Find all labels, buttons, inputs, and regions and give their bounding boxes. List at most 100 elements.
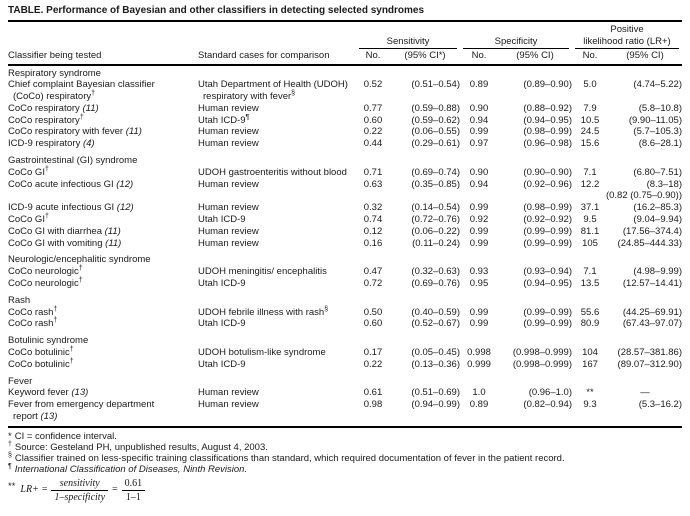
formula-expression: LR+ = sensitivity 1–specificity = 0.61 1… bbox=[20, 478, 146, 503]
specificity-no-cell: 0.90 bbox=[469, 102, 489, 114]
specificity-ci-cell: (0.99–0.99) bbox=[523, 225, 572, 237]
specificity-ci-cell: (0.998–0.999) bbox=[512, 358, 572, 370]
classifier-cell: CoCo GI† bbox=[8, 165, 49, 178]
specificity-ci-cell: (0.92–0.92) bbox=[523, 214, 572, 226]
standard-cell: Human review bbox=[198, 178, 259, 190]
specificity-no-cell: 0.99 bbox=[469, 225, 489, 237]
footnote-marker: ¶ bbox=[8, 463, 12, 471]
sensitivity-ci-cell: (0.52–0.67) bbox=[411, 318, 460, 330]
specificity-no-cell: 0.99 bbox=[469, 202, 489, 214]
sensitivity-no-cell: 0.22 bbox=[363, 126, 383, 138]
sensitivity-ci-cell: (0.59–0.88) bbox=[411, 102, 460, 114]
classifier-cell: CoCo botulinic† bbox=[8, 357, 74, 370]
classifier-cell: Chief complaint Bayesian classifier (CoCo… bbox=[8, 79, 155, 103]
lr-ci-cell: (9.04–9.94) bbox=[633, 214, 682, 226]
lr-ci-cell: (16.2–85.3) bbox=[633, 202, 682, 214]
lr-ci-cell: (28.57–381.86) bbox=[617, 347, 682, 359]
specificity-ci-cell: (0.99–0.99) bbox=[523, 318, 572, 330]
sensitivity-no-cell: 0.16 bbox=[363, 237, 383, 249]
table-row: CoCo GI† UDOH gastroenteritis without blo… bbox=[8, 165, 682, 179]
sensitivity-no-cell: 0.60 bbox=[363, 114, 383, 126]
table-section: Botulinic syndrome CoCo botulinic† UDOH bo… bbox=[8, 335, 682, 370]
sensitivity-no-cell: 0.72 bbox=[363, 278, 383, 290]
sensitivity-ci-cell: (0.40–0.59) bbox=[411, 306, 460, 318]
classifier-cell: CoCo neurologic† bbox=[8, 265, 83, 278]
lr-no-cell: 80.9 bbox=[580, 318, 600, 330]
lr-extra-cell: (0.82 (0.75–0.90)) bbox=[605, 190, 682, 202]
footnotes-rule bbox=[8, 425, 682, 428]
lr-no-header: No. bbox=[582, 49, 598, 61]
classifier-cell: CoCo respiratory with fever (11) bbox=[8, 126, 142, 138]
sensitivity-ci-cell: (0.69–0.74) bbox=[411, 166, 460, 178]
lr-ci-cell: (5.7–105.3) bbox=[633, 126, 682, 138]
sensitivity-ci-cell: (0.51–0.54) bbox=[411, 79, 460, 91]
lr-no-cell: 105 bbox=[582, 237, 598, 249]
table-body: Respiratory syndrome Chief complaint Baye… bbox=[8, 66, 682, 426]
section-header: Fever bbox=[8, 375, 33, 387]
lr-ci-cell: (4.74–5.22) bbox=[633, 79, 682, 91]
standard-cell: Utah ICD-9 bbox=[198, 318, 246, 330]
specificity-ci-header: (95% CI) bbox=[516, 49, 554, 61]
lr-formula: ** LR+ = sensitivity 1–specificity = 0.6… bbox=[8, 478, 682, 503]
specificity-no-cell: 0.99 bbox=[469, 126, 489, 138]
specificity-ci-cell: (0.94–0.95) bbox=[523, 114, 572, 126]
classifier-cell: CoCo acute infectious GI (12) bbox=[8, 178, 134, 190]
specificity-ci-cell: (0.92–0.96) bbox=[523, 178, 572, 190]
standard-cell: Utah Department of Health (UDOH) respirat… bbox=[198, 79, 348, 103]
classifier-cell: CoCo GI† bbox=[8, 212, 49, 226]
section-header: Respiratory syndrome bbox=[8, 67, 101, 79]
specificity-no-cell: 0.93 bbox=[469, 266, 489, 278]
table-row: CoCo neurologic† Utah ICD-9 0.72 (0.69–0.76… bbox=[8, 277, 682, 290]
sensitivity-no-cell: 0.61 bbox=[363, 387, 383, 399]
sensitivity-no-cell: 0.12 bbox=[363, 225, 383, 237]
table-row: ICD-9 acute infectious GI (12) Human revi… bbox=[8, 202, 682, 214]
table-row: CoCo GI with diarrhea (11) Human review 0.… bbox=[8, 226, 682, 238]
specificity-no-cell: 0.89 bbox=[469, 79, 489, 91]
formula-fraction-numeric: 0.61 1–1 bbox=[121, 478, 146, 503]
table-page: TABLE. Performance of Bayesian and other… bbox=[8, 5, 682, 503]
sensitivity-no-cell: 0.63 bbox=[363, 178, 383, 190]
lr-no-cell: 37.1 bbox=[580, 202, 600, 214]
lr-positive-label: Positive bbox=[610, 24, 644, 35]
specificity-ci-cell: (0.96–1.0) bbox=[528, 387, 572, 399]
table-row: CoCo botulinic† UDOH botulism-like syndro… bbox=[8, 346, 682, 359]
specificity-ci-cell: (0.88–0.92) bbox=[523, 102, 572, 114]
classifier-cell: CoCo respiratory† bbox=[8, 113, 84, 126]
specificity-no-cell: 0.95 bbox=[469, 278, 489, 290]
footnote: § Classifier trained on less-specific tra… bbox=[8, 452, 682, 464]
footnote-marker: † bbox=[8, 440, 12, 448]
standard-cell: UDOH meningitis/ encephalitis bbox=[198, 266, 327, 278]
section-header: Rash bbox=[8, 294, 31, 306]
sensitivity-ci-cell: (0.05–0.45) bbox=[411, 347, 460, 359]
standard-cell: Human review bbox=[198, 237, 259, 249]
sensitivity-ci-cell: (0.69–0.76) bbox=[411, 278, 460, 290]
standard-cell: Human review bbox=[198, 102, 259, 114]
sensitivity-no-cell: 0.17 bbox=[363, 347, 383, 359]
formula-denominator: 1–specificity bbox=[51, 489, 109, 503]
table-row: CoCo acute infectious GI (12) Human revie… bbox=[8, 179, 682, 191]
standard-cell: UDOH gastroenteritis without blood bbox=[198, 166, 347, 178]
specificity-no-cell: 0.94 bbox=[469, 114, 489, 126]
lr-ci-cell: (5.8–10.8) bbox=[638, 102, 682, 114]
lr-ci-cell: — bbox=[640, 387, 650, 399]
section-header: Botulinic syndrome bbox=[8, 335, 89, 347]
specificity-no-cell: 0.998 bbox=[467, 347, 491, 359]
footnote-text: International Classification of Diseases… bbox=[14, 464, 248, 476]
classifier-cell: CoCo respiratory (11) bbox=[8, 102, 99, 114]
table-row: Chief complaint Bayesian classifier (CoCo… bbox=[8, 79, 682, 103]
footnote: * CI = confidence interval. bbox=[8, 431, 682, 442]
sensitivity-ci-cell: (0.51–0.69) bbox=[411, 387, 460, 399]
standard-cell: Utah ICD-9 bbox=[198, 358, 246, 370]
standard-column-header: Standard cases for comparison bbox=[198, 49, 330, 61]
sensitivity-no-header: No. bbox=[365, 49, 381, 61]
standard-cell: UDOH botulism-like syndrome bbox=[198, 347, 326, 359]
sensitivity-ci-cell: (0.11–0.24) bbox=[412, 237, 460, 249]
specificity-no-cell: 0.99 bbox=[469, 306, 489, 318]
lr-ci-cell: (24.85–444.33) bbox=[617, 237, 682, 249]
table-section: Fever Keyword fever (13) Human review 0.61 (… bbox=[8, 376, 682, 423]
sensitivity-no-cell: 0.77 bbox=[363, 102, 383, 114]
lr-ci-cell: (12.57–14.41) bbox=[622, 278, 682, 290]
formula-marker: ** bbox=[8, 480, 16, 492]
classifier-cell: ICD-9 respiratory (4) bbox=[8, 138, 95, 150]
classifier-cell: CoCo rash† bbox=[8, 305, 58, 318]
